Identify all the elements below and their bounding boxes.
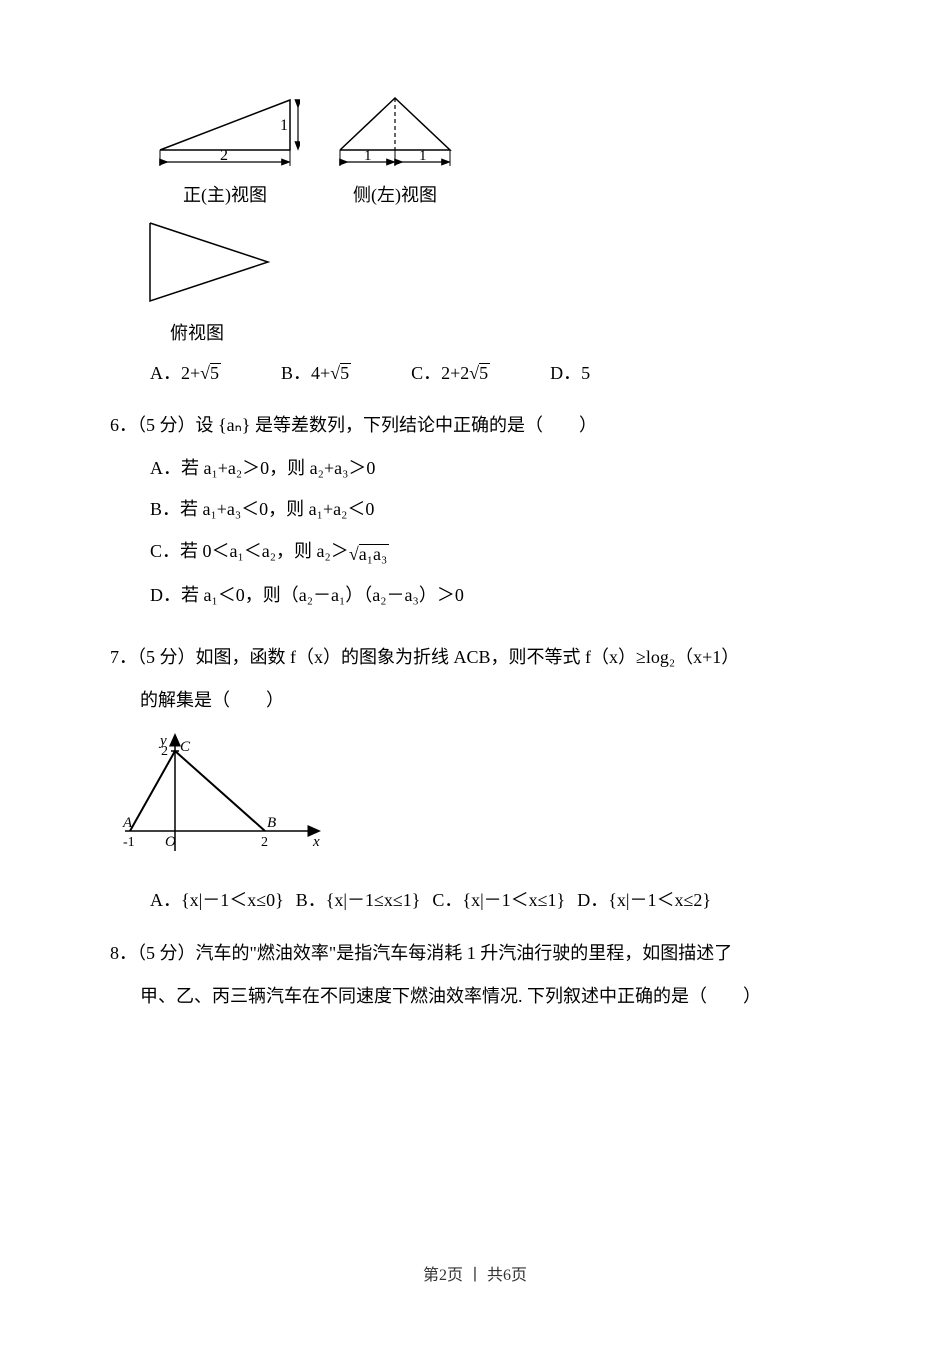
top-view-svg bbox=[140, 215, 275, 310]
q6-opt-c: C．若 0＜a₁＜a₂，则 a₂＞√a₁a₃ bbox=[150, 531, 840, 575]
q5-opt-a: A．2+√5 bbox=[150, 359, 221, 385]
q7-B-x: 2 bbox=[261, 835, 268, 850]
q5-opt-d: D．5 bbox=[550, 359, 590, 385]
q5-c-sqrt: 5 bbox=[479, 363, 490, 382]
q7-C-label: C bbox=[180, 739, 191, 755]
q5-b-sqrt: 5 bbox=[340, 363, 351, 382]
q7-opt-b: B．{x|－1≤x≤1} bbox=[296, 880, 421, 921]
q7-graph-svg: A -1 2 C B 2 O x y bbox=[120, 731, 330, 861]
side-right-dim: 1 bbox=[419, 148, 427, 164]
front-view-block: 2 1 正(主)视图 bbox=[150, 90, 300, 207]
q5-c-pre: C．2+2 bbox=[411, 363, 469, 383]
q7-options: A．{x|－1＜x≤0} B．{x|－1≤x≤1} C．{x|－1＜x≤1} D… bbox=[150, 880, 840, 921]
q7-x-label: x bbox=[312, 834, 320, 850]
side-left-dim: 1 bbox=[364, 148, 372, 164]
q5-opt-c: C．2+2√5 bbox=[411, 359, 490, 385]
q5-b-pre: B．4+ bbox=[281, 363, 330, 383]
q6-stem: 6．（5 分）设 {aₙ} 是等差数列，下列结论中正确的是（ ） bbox=[110, 403, 840, 448]
three-view-row: 2 1 正(主)视图 bbox=[150, 90, 840, 207]
q5-opt-b: B．4+√5 bbox=[281, 359, 351, 385]
top-view-block: 俯视图 bbox=[140, 215, 840, 345]
q6-c-sqrt: a₁a₃ bbox=[359, 544, 390, 563]
side-view-label: 侧(左)视图 bbox=[330, 181, 460, 207]
front-view-label: 正(主)视图 bbox=[150, 181, 300, 207]
q7-opt-d: D．{x|－1＜x≤2} bbox=[577, 880, 711, 921]
q7-A-x: -1 bbox=[123, 835, 135, 850]
q7-opt-c: C．{x|－1＜x≤1} bbox=[432, 880, 565, 921]
front-view-svg: 2 1 bbox=[150, 90, 300, 172]
q6-c-pre: C．若 0＜a₁＜a₂，则 a₂＞ bbox=[150, 541, 349, 561]
q8-l1: 8．（5 分）汽车的"燃油效率"是指汽车每消耗 1 升汽油行驶的里程，如图描述了 bbox=[110, 931, 840, 976]
q7-opt-a: A．{x|－1＜x≤0} bbox=[150, 880, 284, 921]
q6-opt-b: B．若 a₁+a₃＜0，则 a₁+a₂＜0 bbox=[150, 489, 840, 530]
q6-opt-a: A．若 a₁+a₂＞0，则 a₂+a₃＞0 bbox=[150, 448, 840, 489]
q7-stem-l2: 的解集是（ ） bbox=[140, 680, 840, 721]
q5-a-sqrt: 5 bbox=[210, 363, 221, 382]
q7-A-label: A bbox=[122, 815, 133, 831]
side-view-block: 1 1 侧(左)视图 bbox=[330, 90, 460, 207]
q7-B-label: B bbox=[267, 815, 276, 831]
top-view-label: 俯视图 bbox=[170, 319, 840, 345]
q5-options: A．2+√5 B．4+√5 C．2+2√5 D．5 bbox=[150, 359, 840, 385]
side-view-svg: 1 1 bbox=[330, 90, 460, 172]
q8-l2: 甲、乙、丙三辆汽车在不同速度下燃油效率情况. 下列叙述中正确的是（ ） bbox=[140, 976, 840, 1017]
front-width-dim: 2 bbox=[220, 147, 228, 164]
q7-O-label: O bbox=[165, 834, 176, 850]
page-footer: 第2页 丨 共6页 bbox=[0, 1261, 950, 1285]
q6-opt-d: D．若 a₁＜0，则（a₂－a₁）（a₂－a₃）＞0 bbox=[150, 575, 840, 616]
q7-graph-block: A -1 2 C B 2 O x y bbox=[120, 731, 840, 866]
q5-a-pre: A．2+ bbox=[150, 363, 200, 383]
q7-stem-l1: 7．（5 分）如图，函数 f（x）的图象为折线 ACB，则不等式 f（x）≥lo… bbox=[110, 635, 840, 680]
front-height-dim: 1 bbox=[280, 117, 288, 134]
q7-y-label: y bbox=[158, 733, 167, 749]
page-container: 2 1 正(主)视图 bbox=[0, 0, 950, 1058]
